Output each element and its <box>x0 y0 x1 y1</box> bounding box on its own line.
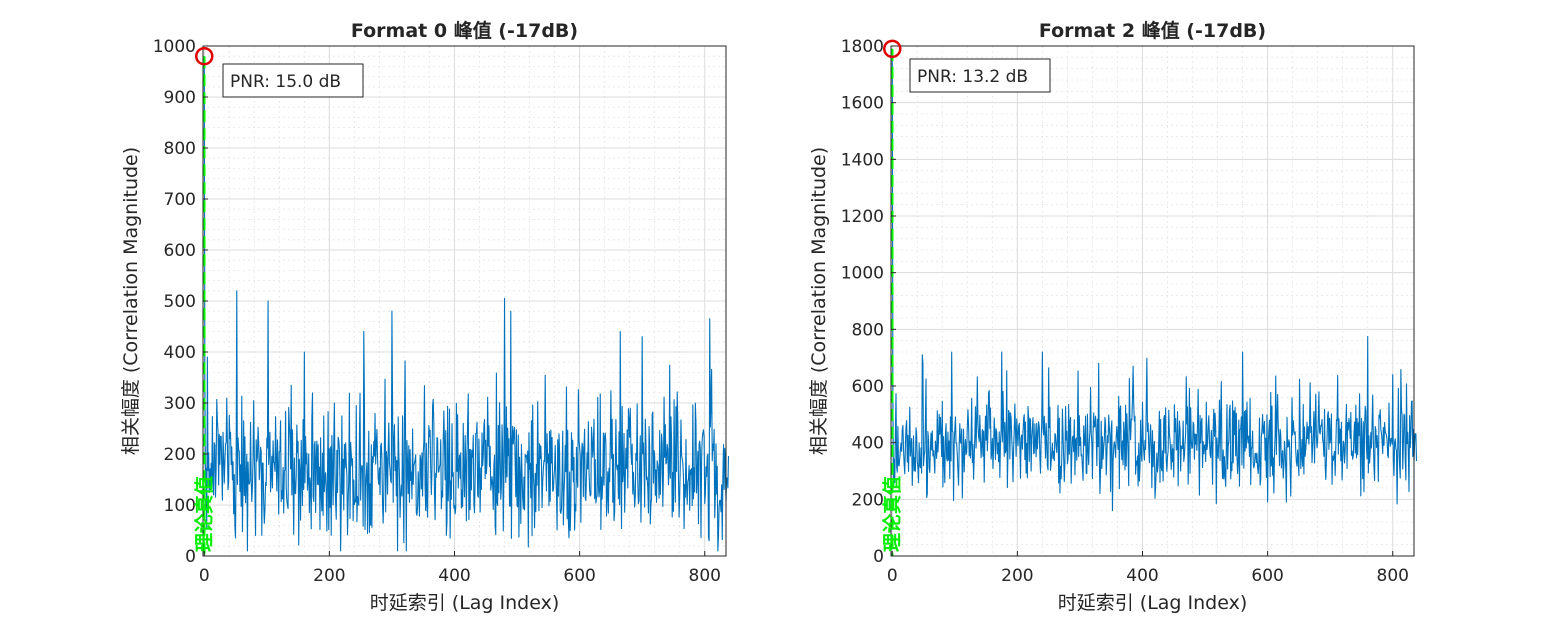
y-tick-label: 800 <box>852 320 884 340</box>
y-tick-label: 500 <box>164 292 196 312</box>
y-tick-label: 800 <box>164 139 196 159</box>
x-tick-label: 600 <box>1251 566 1283 586</box>
series-line <box>203 56 730 552</box>
y-tick-label: 1800 <box>841 37 884 57</box>
plot-frame <box>890 45 1415 557</box>
x-tick-label: 0 <box>199 566 210 586</box>
y-tick-label: 1200 <box>841 207 884 227</box>
y-tick-label: 0 <box>873 547 884 567</box>
y-tick-label: 100 <box>164 496 196 516</box>
y-tick-label: 0 <box>185 547 196 567</box>
y-axis-label: 相关幅度 (Correlation Magnitude) <box>808 147 830 455</box>
y-tick-label: 1600 <box>841 94 884 114</box>
reference-line-label: 理论真值 <box>880 476 903 552</box>
pnr-annotation-text: PNR: 15.0 dB <box>230 72 341 92</box>
x-tick-label: 200 <box>1001 566 1033 586</box>
peak-marker-group <box>195 46 214 66</box>
y-tick-label: 900 <box>164 88 196 108</box>
x-tick-label: 800 <box>689 566 721 586</box>
y-axis-label: 相关幅度 (Correlation Magnitude) <box>120 147 142 455</box>
pnr-annotation-text: PNR: 13.2 dB <box>917 67 1028 87</box>
y-tick-label: 200 <box>164 445 196 465</box>
y-tick-label: 200 <box>852 490 884 510</box>
reference-line-label: 理论真值 <box>192 476 215 552</box>
series-group <box>891 48 1418 512</box>
peak-marker <box>195 46 214 66</box>
pnr-annotation-box: PNR: 13.2 dB <box>909 58 1051 93</box>
y-tick-label: 600 <box>164 241 196 261</box>
y-tick-label: 300 <box>164 394 196 414</box>
minor-grid <box>891 46 1414 556</box>
x-tick-label: 400 <box>1126 566 1158 586</box>
pnr-annotation-frame <box>222 63 364 98</box>
chart-format2: 0 200 400 600 800 0 200 400 600 800 1000 1200 1400 16… <box>808 19 1418 614</box>
y-tick-label: 1000 <box>841 264 884 284</box>
series-group <box>203 56 730 552</box>
y-tick-label: 400 <box>852 434 884 454</box>
x-axis-label: 时延索引 (Lag Index) <box>1058 592 1248 614</box>
peak-marker-group <box>883 39 902 59</box>
y-tick-label: 400 <box>164 343 196 363</box>
y-tick-label: 1000 <box>153 37 196 57</box>
y-tick-label: 600 <box>852 377 884 397</box>
chart-format0: 0 200 400 600 800 0 100 200 300 400 500 600 700 800 90… <box>120 19 730 614</box>
peak-marker <box>883 39 902 59</box>
pnr-annotation-frame <box>909 58 1051 93</box>
x-tick-label: 0 <box>887 566 898 586</box>
x-tick-label: 600 <box>563 566 595 586</box>
x-tick-label: 400 <box>438 566 470 586</box>
x-axis-label: 时延索引 (Lag Index) <box>370 592 560 614</box>
chart-title: Format 0 峰值 (-17dB) <box>351 19 578 42</box>
tick-group: 0 200 400 600 800 0 100 200 300 400 500 600 700 800 90… <box>153 37 721 586</box>
y-tick-label: 1400 <box>841 150 884 170</box>
y-tick-label: 700 <box>164 190 196 210</box>
tick-group: 0 200 400 600 800 0 200 400 600 800 1000 1200 1400 16… <box>841 37 1409 586</box>
x-tick-label: 200 <box>313 566 345 586</box>
x-tick-label: 800 <box>1377 566 1409 586</box>
series-line <box>891 48 1418 512</box>
chart-title: Format 2 峰值 (-17dB) <box>1039 19 1266 42</box>
pnr-annotation-box: PNR: 15.0 dB <box>222 63 364 98</box>
